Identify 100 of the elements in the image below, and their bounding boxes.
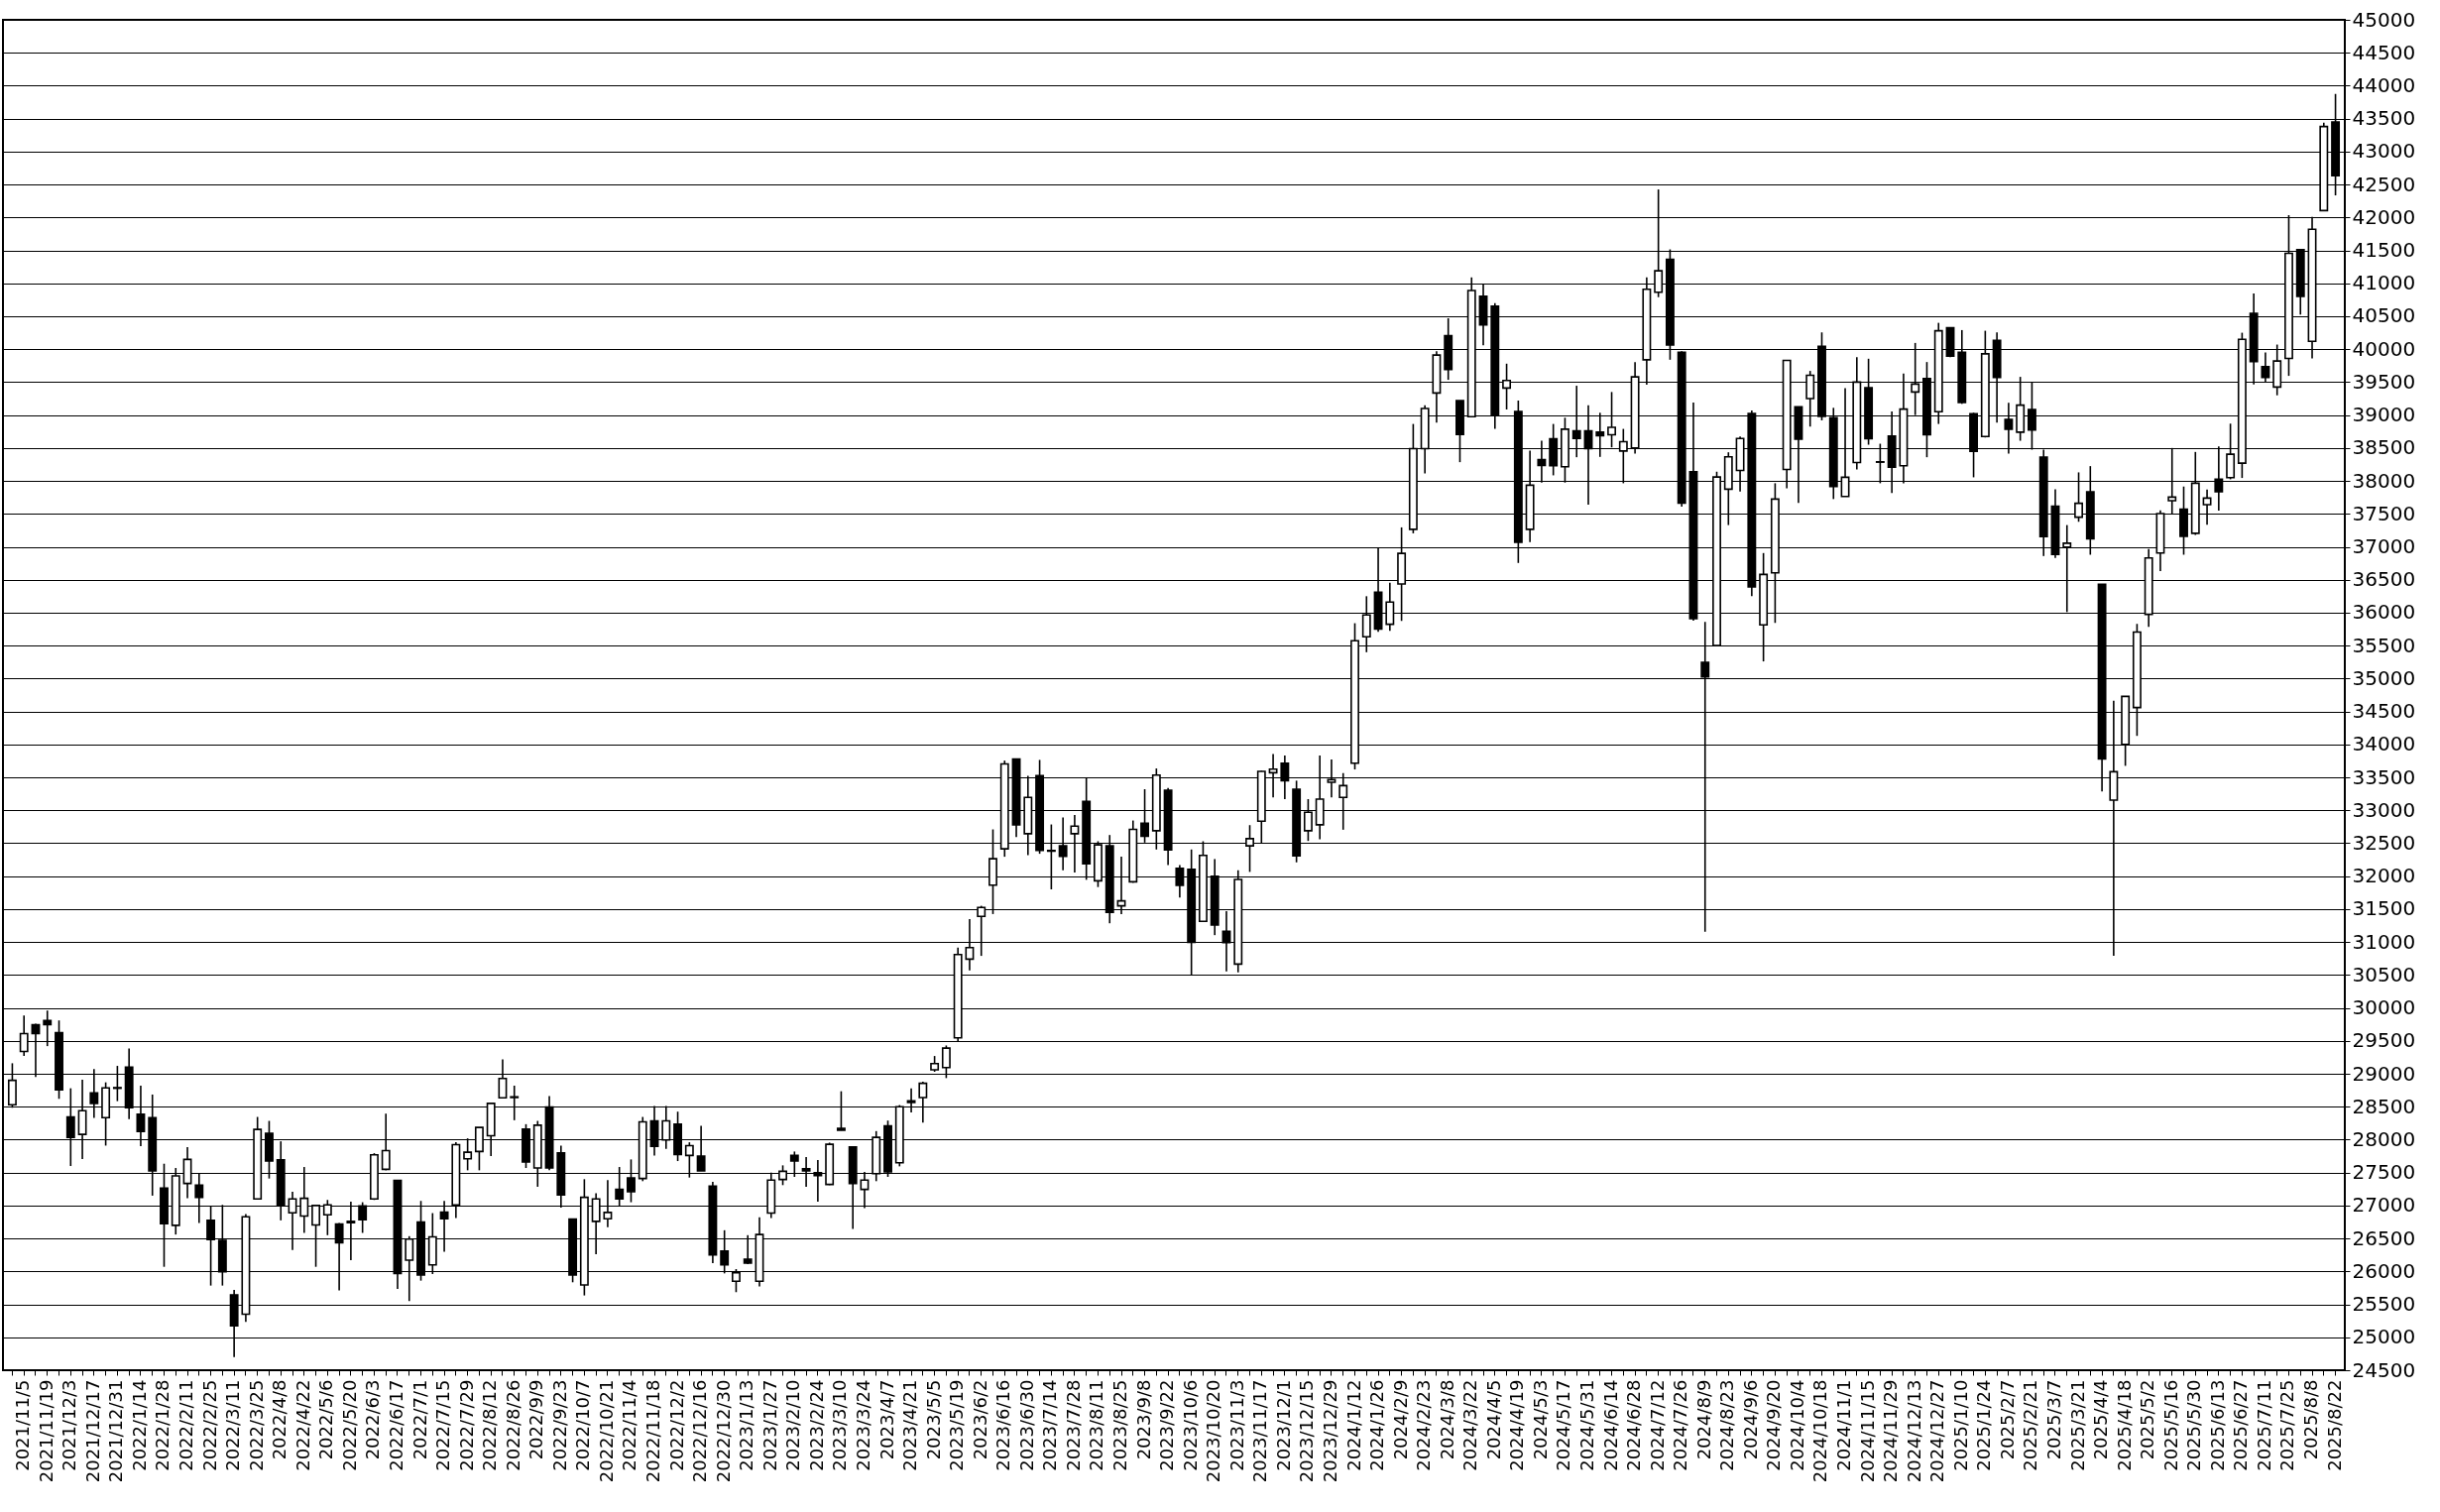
y-tick-label: 41000 [2352, 271, 2416, 295]
x-tick-label: 2023/2/10 [782, 1379, 804, 1471]
x-tick-label: 2025/5/2 [2137, 1379, 2158, 1460]
x-tick-label: 2024/1/26 [1366, 1379, 1388, 1471]
x-tick-label: 2022/11/4 [619, 1379, 640, 1471]
y-tick-label: 27000 [2352, 1193, 2416, 1218]
x-tick-label: 2022/9/9 [525, 1379, 547, 1460]
x-tick-label: 2025/1/24 [1973, 1379, 1995, 1471]
x-tick-label: 2022/3/25 [245, 1379, 267, 1471]
x-tick-label: 2024/1/12 [1342, 1379, 1364, 1471]
y-tick-label: 25500 [2352, 1292, 2416, 1317]
x-tick-label: 2024/8/23 [1716, 1379, 1738, 1471]
x-tick-label: 2023/12/1 [1272, 1379, 1294, 1471]
y-tick-label: 30000 [2352, 995, 2416, 1020]
y-tick-label: 24500 [2352, 1357, 2416, 1382]
y-tick-label: 35500 [2352, 633, 2416, 657]
x-tick-label: 2022/2/25 [198, 1379, 220, 1471]
x-tick-label: 2024/12/13 [1903, 1379, 1924, 1483]
y-tick-label: 38000 [2352, 468, 2416, 493]
x-tick-label: 2022/8/12 [479, 1379, 501, 1471]
x-tick-label: 2024/9/6 [1739, 1379, 1761, 1460]
x-tick-label: 2024/4/5 [1482, 1379, 1504, 1460]
x-tick-label: 2025/8/22 [2323, 1379, 2345, 1471]
y-tick-label: 25000 [2352, 1325, 2416, 1349]
x-tick-label: 2022/5/6 [315, 1379, 337, 1460]
x-tick-label: 2024/8/9 [1692, 1379, 1714, 1460]
y-tick-label: 38500 [2352, 435, 2416, 460]
x-tick-label: 2024/11/1 [1833, 1379, 1855, 1471]
y-tick-label: 33500 [2352, 764, 2416, 789]
x-tick-label: 2022/1/14 [128, 1379, 150, 1471]
x-tick-label: 2022/7/15 [432, 1379, 454, 1471]
x-tick-label: 2022/4/8 [269, 1379, 290, 1460]
y-tick-label: 31500 [2352, 896, 2416, 921]
x-tick-label: 2024/2/23 [1413, 1379, 1435, 1471]
y-tick-label: 39000 [2352, 403, 2416, 427]
x-tick-label: 2022/8/26 [502, 1379, 523, 1471]
x-tick-label: 2022/11/18 [642, 1379, 664, 1483]
x-tick-label: 2025/7/11 [2253, 1379, 2274, 1471]
x-tick-label: 2022/2/11 [175, 1379, 197, 1471]
x-tick-label: 2025/2/21 [2020, 1379, 2041, 1471]
y-tick-label: 28500 [2352, 1094, 2416, 1118]
y-tick-label: 44000 [2352, 72, 2416, 97]
x-tick-label: 2024/7/26 [1670, 1379, 1691, 1471]
x-tick-label: 2021/12/3 [58, 1379, 80, 1471]
y-tick-label: 32500 [2352, 830, 2416, 855]
x-tick-label: 2022/4/22 [291, 1379, 313, 1471]
x-tick-label: 2023/9/22 [1156, 1379, 1178, 1471]
y-tick-label: 44500 [2352, 40, 2416, 64]
y-tick-label: 34500 [2352, 699, 2416, 724]
x-tick-label: 2023/1/27 [758, 1379, 780, 1471]
x-tick-label: 2025/5/30 [2183, 1379, 2205, 1471]
x-tick-label: 2023/6/30 [1015, 1379, 1037, 1471]
y-tick-label: 32000 [2352, 864, 2416, 888]
y-tick-label: 27500 [2352, 1160, 2416, 1185]
x-tick-label: 2025/4/18 [2113, 1379, 2135, 1471]
x-tick-label: 2022/7/29 [455, 1379, 477, 1471]
x-tick-label: 2021/11/19 [35, 1379, 57, 1483]
x-tick-label: 2024/5/3 [1529, 1379, 1551, 1460]
x-tick-label: 2022/12/2 [665, 1379, 687, 1471]
x-tick-label: 2024/11/15 [1856, 1379, 1878, 1483]
x-tick-label: 2022/10/21 [595, 1379, 617, 1483]
x-tick-label: 2023/11/3 [1225, 1379, 1247, 1471]
x-tick-label: 2023/12/15 [1296, 1379, 1318, 1483]
x-tick-label: 2024/5/31 [1576, 1379, 1597, 1471]
x-tick-label: 2025/4/4 [2090, 1379, 2112, 1460]
x-tick-label: 2024/9/20 [1763, 1379, 1785, 1471]
x-tick-label: 2024/5/17 [1553, 1379, 1574, 1471]
x-tick-label: 2022/3/11 [222, 1379, 244, 1471]
x-tick-label: 2024/11/29 [1880, 1379, 1902, 1483]
x-tick-label: 2023/4/7 [875, 1379, 897, 1460]
y-tick-label: 26000 [2352, 1258, 2416, 1283]
x-tick-label: 2025/2/7 [1996, 1379, 2018, 1460]
x-tick-label: 2023/3/10 [829, 1379, 851, 1471]
x-tick-label: 2023/9/8 [1132, 1379, 1154, 1460]
y-tick-label: 40000 [2352, 336, 2416, 361]
y-tick-label: 34000 [2352, 732, 2416, 756]
y-tick-label: 43000 [2352, 139, 2416, 164]
x-tick-label: 2023/6/2 [969, 1379, 990, 1460]
x-tick-label: 2022/10/7 [572, 1379, 594, 1471]
x-tick-label: 2023/6/16 [992, 1379, 1014, 1471]
x-tick-label: 2024/4/19 [1506, 1379, 1528, 1471]
x-tick-label: 2023/4/21 [899, 1379, 921, 1471]
y-tick-label: 45000 [2352, 7, 2416, 32]
y-tick-label: 33000 [2352, 797, 2416, 822]
x-tick-label: 2023/7/28 [1062, 1379, 1084, 1471]
y-tick-label: 37500 [2352, 501, 2416, 525]
x-tick-label: 2021/11/5 [12, 1379, 34, 1471]
x-tick-label: 2022/12/30 [712, 1379, 734, 1483]
x-tick-label: 2025/1/10 [1949, 1379, 1971, 1471]
y-tick-label: 35000 [2352, 665, 2416, 690]
x-tick-label: 2021/12/31 [105, 1379, 127, 1483]
x-tick-label: 2023/8/25 [1109, 1379, 1131, 1471]
x-tick-label: 2023/5/5 [922, 1379, 944, 1460]
y-tick-label: 36500 [2352, 567, 2416, 592]
y-tick-label: 43500 [2352, 106, 2416, 131]
y-tick-label: 37000 [2352, 534, 2416, 559]
x-tick-label: 2023/10/20 [1203, 1379, 1224, 1483]
x-tick-label: 2022/7/1 [408, 1379, 430, 1460]
y-tick-label: 42500 [2352, 172, 2416, 196]
y-tick-label: 40500 [2352, 303, 2416, 328]
